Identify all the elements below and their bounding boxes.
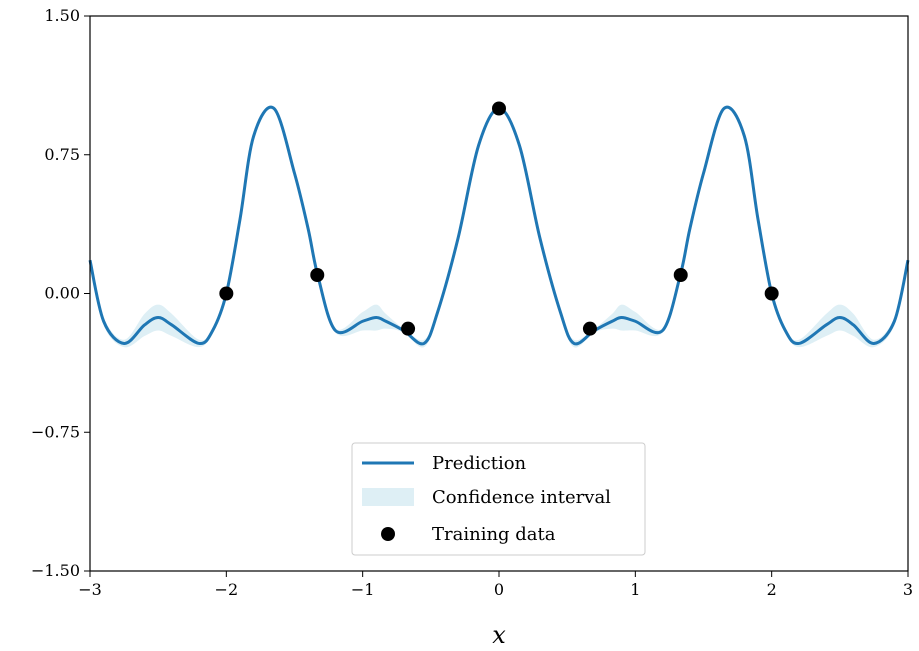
x-tick-label: 1	[630, 580, 640, 599]
x-tick-label: 3	[903, 580, 913, 599]
legend: Prediction Confidence interval Training …	[351, 442, 646, 556]
x-tick-label: −3	[78, 580, 102, 599]
y-tick-label: −0.75	[31, 422, 80, 441]
training-point	[582, 321, 597, 336]
training-point	[401, 321, 416, 336]
legend-confidence-swatch	[362, 488, 414, 506]
y-axis: −1.50 −0.75 0.00 0.75 1.50	[31, 6, 90, 580]
legend-box	[351, 442, 646, 556]
legend-confidence-label: Confidence interval	[432, 487, 611, 508]
y-tick-label: 1.50	[44, 6, 80, 25]
x-tick-label: −2	[215, 580, 239, 599]
training-point	[673, 268, 688, 282]
x-axis: −3 −2 −1 0 1 2 3	[78, 571, 913, 599]
confidence-band	[90, 105, 908, 348]
x-tick-label: 2	[767, 580, 777, 599]
training-point	[219, 286, 234, 301]
x-tick-label: 0	[494, 580, 504, 599]
training-point	[764, 286, 779, 301]
y-tick-label: 0.75	[44, 145, 80, 164]
legend-training-swatch	[381, 527, 395, 541]
prediction-line	[88, 105, 910, 346]
plot-area	[88, 101, 910, 348]
legend-prediction-label: Prediction	[432, 453, 527, 474]
training-point	[492, 101, 506, 116]
x-axis-label: x	[492, 621, 506, 649]
x-tick-label: −1	[351, 580, 375, 599]
y-tick-label: −1.50	[31, 561, 80, 580]
y-tick-label: 0.00	[44, 284, 80, 303]
training-point	[310, 268, 325, 282]
legend-training-label: Training data	[432, 524, 556, 545]
